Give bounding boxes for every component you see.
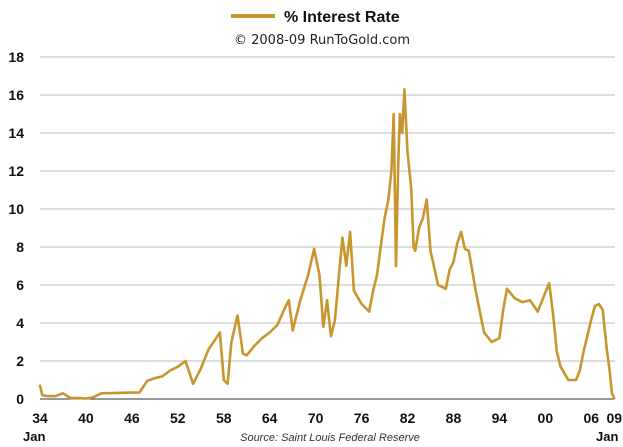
series-layer [38,88,616,400]
y-tick-label: 0 [16,391,24,407]
x-tick-label: 94 [492,410,508,426]
y-tick-label: 14 [8,125,24,141]
x-end-month-label: Jan [596,429,618,444]
y-tick-label: 18 [8,49,24,65]
x-axis-ticks: 34 40 46 52 58 64 70 76 82 88 94 00 06 09 [32,410,622,426]
y-tick-label: 16 [8,87,24,103]
source-note: Source: Saint Louis Federal Reserve [240,432,420,444]
y-tick-label: 8 [16,239,24,255]
y-axis-ticks: 0 2 4 6 8 10 12 14 16 18 [8,49,24,407]
x-tick-label: 00 [538,410,554,426]
y-tick-label: 10 [8,201,24,217]
legend-label: % Interest Rate [284,9,400,26]
legend: % Interest Rate [231,9,400,26]
y-tick-label: 6 [16,277,24,293]
x-tick-label: 09 [606,410,622,426]
series-line-interest-rate [38,88,616,400]
x-start-month-label: Jan [23,429,45,444]
x-tick-label: 70 [308,410,324,426]
x-tick-label: 58 [216,410,232,426]
chart-subtitle: © 2008-09 RunToGold.com [234,33,410,48]
x-tick-label: 64 [262,410,278,426]
grid [40,56,615,362]
x-tick-label: 82 [400,410,416,426]
x-tick-label: 40 [78,410,94,426]
y-tick-label: 12 [8,163,24,179]
x-tick-label: 52 [170,410,186,426]
x-tick-label: 88 [446,410,462,426]
x-tick-label: 46 [124,410,140,426]
y-tick-label: 2 [16,353,24,369]
x-tick-label: 34 [32,410,48,426]
y-tick-label: 4 [16,315,24,331]
x-tick-label: 06 [583,410,599,426]
x-tick-label: 76 [354,410,370,426]
